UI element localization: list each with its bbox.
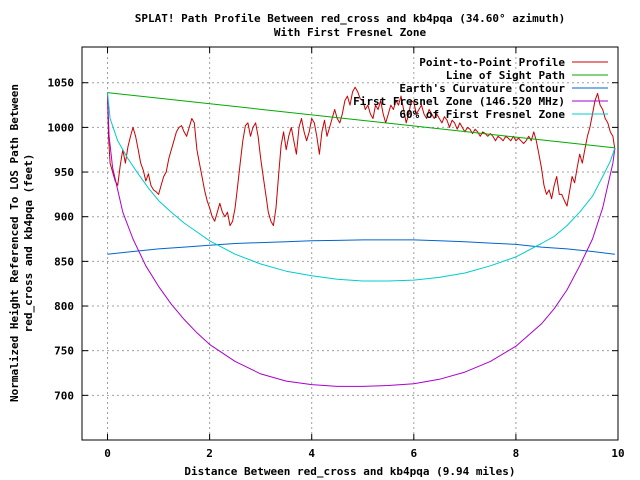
y-tick-label: 950 (54, 166, 74, 179)
chart-title-line-2: With First Fresnel Zone (274, 26, 427, 39)
y-tick-label: 900 (54, 211, 74, 224)
y-tick-label: 800 (54, 300, 74, 313)
legend-label: 60% of First Fresnel Zone (399, 108, 565, 121)
x-axis-ticks: 0 2 4 6 8 10 (104, 47, 625, 460)
series-line-5 (107, 92, 616, 282)
chart-title-line-1: SPLAT! Path Profile Between red_cross an… (135, 12, 565, 25)
x-tick-label: 8 (513, 447, 520, 460)
y-tick-label: 750 (54, 345, 74, 358)
plot-frame (81, 46, 619, 441)
y-tick-label: 1050 (48, 77, 75, 90)
legend-label: First Fresnel Zone (146.520 MHz) (353, 95, 565, 108)
y-tick-label: 700 (54, 389, 74, 402)
x-axis-label: Distance Between red_cross and kb4pqa (9… (184, 465, 515, 478)
x-tick-label: 6 (410, 447, 417, 460)
series-line-2 (107, 92, 615, 149)
legend-label: Line of Sight Path (446, 69, 565, 82)
series-line-3 (107, 239, 615, 255)
y-axis-ticks: 700 750 800 850 900 950 1000 1050 (48, 77, 618, 402)
x-tick-label: 0 (104, 447, 111, 460)
series-line-1 (107, 86, 616, 227)
y-tick-label: 1000 (48, 121, 75, 134)
legend-label: Point-to-Point Profile (419, 56, 565, 69)
y-tick-label: 850 (54, 255, 74, 268)
x-tick-label: 2 (206, 447, 213, 460)
y-axis-label-line-1: Normalized Height Referenced To LOS Path… (8, 84, 21, 402)
series-line-4 (107, 92, 616, 387)
series-layer (107, 86, 616, 387)
x-tick-label: 4 (308, 447, 315, 460)
x-tick-label: 10 (611, 447, 624, 460)
y-axis-label-line-2: red_cross and kb4pqa (feet) (22, 154, 35, 333)
legend-label: Earth's Curvature Contour (399, 82, 565, 95)
